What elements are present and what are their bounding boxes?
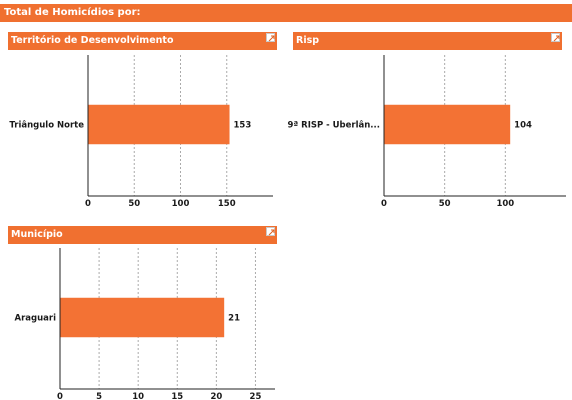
- bar: [384, 104, 511, 145]
- panel-title-territorio: Território de Desenvolvimento: [11, 35, 174, 46]
- x-tick-label: 100: [172, 199, 190, 209]
- main-header: Total de Homicídios por:: [0, 4, 572, 22]
- x-tick-label: 50: [128, 199, 140, 209]
- x-tick-label: 150: [218, 199, 236, 209]
- x-tick-label: 15: [171, 392, 183, 400]
- x-tick-label: 20: [210, 392, 222, 400]
- x-tick-label: 100: [496, 199, 514, 209]
- main-title: Total de Homicídios por:: [4, 7, 141, 18]
- data-label: 104: [514, 121, 532, 131]
- category-label: Triângulo Norte: [9, 121, 84, 131]
- x-tick-label: 25: [250, 392, 262, 400]
- expand-icon[interactable]: [266, 33, 275, 42]
- panel-header-municipio: Município: [8, 226, 277, 244]
- expand-icon[interactable]: [551, 33, 560, 42]
- panel-header-risp: Risp: [293, 32, 562, 50]
- panel-title-risp: Risp: [296, 35, 320, 46]
- category-label: Araguari: [15, 314, 57, 324]
- panel-title-municipio: Município: [11, 229, 63, 240]
- data-label: 153: [234, 121, 252, 131]
- x-tick-label: 0: [85, 199, 91, 209]
- panel-header-territorio: Território de Desenvolvimento: [8, 32, 277, 50]
- x-tick-label: 10: [132, 392, 144, 400]
- x-tick-label: 5: [96, 392, 102, 400]
- x-tick-label: 50: [439, 199, 451, 209]
- x-tick-label: 0: [381, 199, 387, 209]
- expand-icon[interactable]: [266, 227, 275, 236]
- data-label: 21: [228, 314, 240, 324]
- bar: [88, 104, 230, 145]
- category-label: 9ª RISP - Uberlân...: [287, 121, 380, 131]
- x-tick-label: 0: [57, 392, 63, 400]
- bar: [60, 297, 225, 338]
